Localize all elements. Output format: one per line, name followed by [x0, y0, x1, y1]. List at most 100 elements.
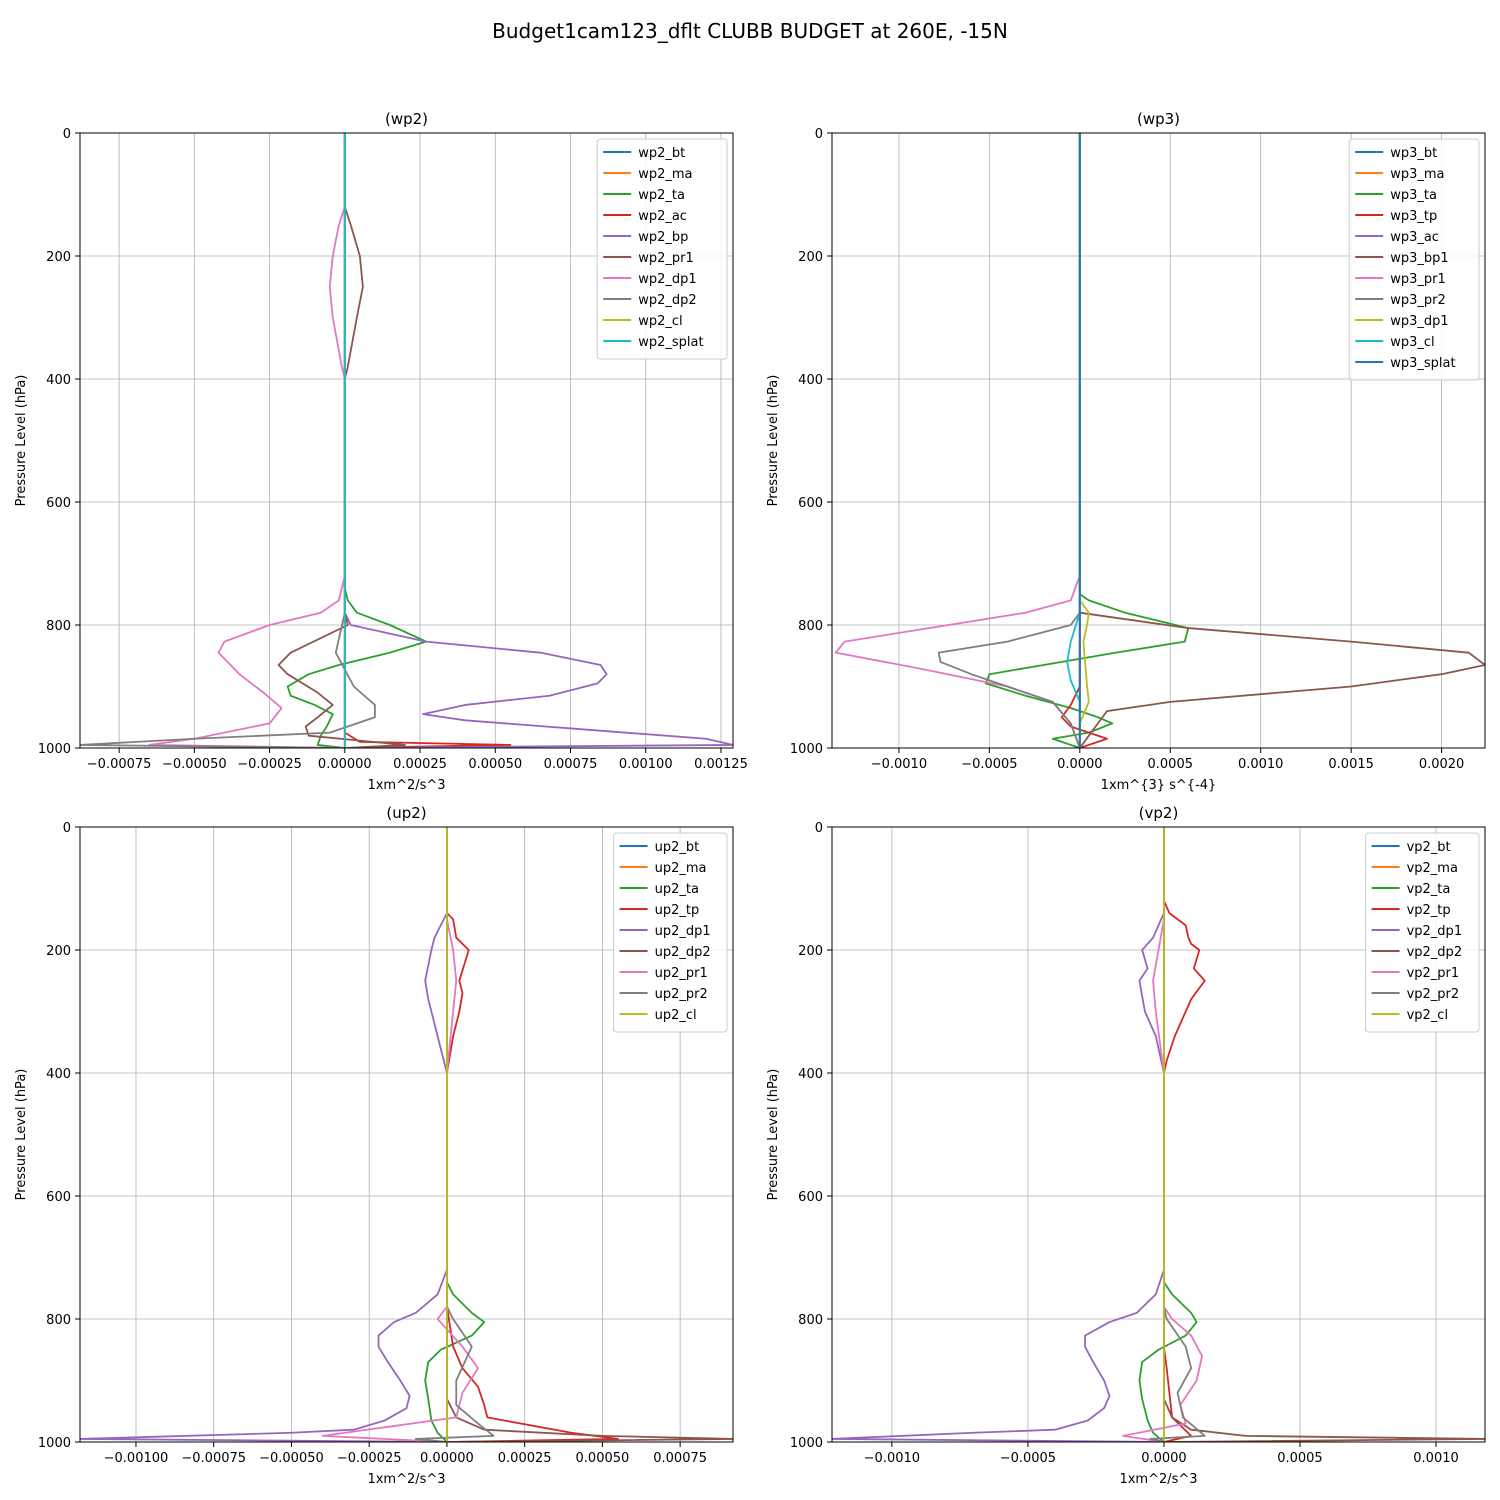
- x-tick-label: 0.00000: [318, 757, 372, 772]
- series-line-wp2_pr1: [277, 133, 406, 748]
- legend-label-up2_pr1: up2_pr1: [655, 966, 708, 981]
- legend-label-wp2_bp: wp2_bp: [638, 230, 688, 245]
- series-line-wp3_pr2: [937, 133, 1081, 748]
- legend: up2_bt up2_ma up2_ta up2_tp up2_dp1 up2_dp2up…: [613, 832, 728, 1033]
- y-tick-label: 0: [815, 821, 823, 836]
- y-tick-label: 800: [46, 619, 71, 634]
- x-tick-label: −0.00050: [259, 1451, 324, 1466]
- legend-label-up2_dp1: up2_dp1: [655, 924, 711, 939]
- x-tick-label: 0.0015: [1328, 757, 1374, 772]
- x-tick-label: 0.00075: [544, 757, 598, 772]
- panel-2: −0.00100 −0.00075 −0.00050 −0.00025 0.00000 0…: [14, 804, 734, 1487]
- x-tick-label: −0.0005: [961, 757, 1017, 772]
- series-line-vp2_tp: [1163, 827, 1206, 1442]
- panel-title: (wp2): [385, 110, 428, 128]
- x-tick-label: 0.00125: [694, 757, 748, 772]
- series-line-wp2_dp1: [148, 133, 346, 748]
- legend-label-up2_dp2: up2_dp2: [655, 945, 711, 960]
- x-tick-label: −0.00050: [162, 757, 227, 772]
- y-tick-label: 200: [798, 250, 823, 265]
- panel-title: (wp3): [1137, 110, 1180, 128]
- series-line-wp3_dp1: [1078, 133, 1090, 748]
- legend-label-vp2_tp: vp2_tp: [1407, 903, 1451, 918]
- legend-label-up2_cl: up2_cl: [655, 1008, 697, 1023]
- axes-frame: [831, 132, 1486, 749]
- x-tick-label: −0.0010: [871, 757, 927, 772]
- legend-label-wp3_ma: wp3_ma: [1390, 167, 1444, 182]
- x-tick-label: 0.0005: [1148, 757, 1194, 772]
- x-tick-label: −0.00025: [337, 1451, 402, 1466]
- y-tick-label: 400: [798, 1067, 823, 1082]
- legend-label-wp3_dp1: wp3_dp1: [1390, 314, 1448, 329]
- y-tick-label: 1000: [790, 1436, 823, 1451]
- legend-label-vp2_ma: vp2_ma: [1407, 861, 1458, 876]
- x-tick-label: −0.00025: [237, 757, 302, 772]
- y-axis-label: Pressure Level (hPa): [14, 1069, 29, 1201]
- x-tick-label: 0.0000: [1057, 757, 1103, 772]
- panel-title: (up2): [386, 804, 426, 822]
- x-tick-label: −0.00075: [87, 757, 152, 772]
- x-tick-label: 0.00075: [653, 1451, 707, 1466]
- x-tick-label: 0.00050: [576, 1451, 630, 1466]
- x-tick-label: 0.0000: [1141, 1451, 1187, 1466]
- y-tick-label: 400: [46, 1067, 71, 1082]
- series-line-wp3_ta: [984, 133, 1190, 748]
- x-tick-label: 0.00000: [420, 1451, 474, 1466]
- series-line-wp3_bp1: [1078, 133, 1485, 748]
- x-tick-label: 0.0010: [1238, 757, 1284, 772]
- x-tick-label: 0.00100: [619, 757, 673, 772]
- axes-frame: [79, 826, 734, 1443]
- legend-label-wp3_bp1: wp3_bp1: [1390, 251, 1448, 266]
- y-tick-label: 1000: [38, 742, 71, 757]
- y-tick-label: 600: [46, 1190, 71, 1205]
- legend-label-vp2_dp2: vp2_dp2: [1407, 945, 1463, 960]
- legend-label-up2_pr2: up2_pr2: [655, 987, 708, 1002]
- figure-title: Budget1cam123_dflt CLUBB BUDGET at 260E,…: [492, 19, 1008, 43]
- y-tick-label: 600: [798, 1190, 823, 1205]
- y-tick-label: 600: [46, 496, 71, 511]
- x-tick-label: 0.0005: [1277, 1451, 1323, 1466]
- x-axis-label: 1xm^2/s^3: [367, 778, 445, 793]
- legend: vp2_bt vp2_ma vp2_ta vp2_tp vp2_dp1 vp2_dp2vp…: [1365, 832, 1480, 1033]
- y-tick-label: 200: [46, 944, 71, 959]
- legend-label-wp2_cl: wp2_cl: [638, 314, 682, 329]
- y-axis-label: Pressure Level (hPa): [14, 375, 29, 507]
- series-line-wp2_dp2: [80, 133, 376, 748]
- series-line-up2_pr2: [414, 827, 495, 1442]
- series-group: [80, 133, 733, 748]
- legend-label-wp2_ac: wp2_ac: [638, 209, 687, 224]
- x-tick-label: 0.00050: [468, 757, 522, 772]
- x-tick-label: −0.0005: [1000, 1451, 1056, 1466]
- x-tick-label: −0.0010: [864, 1451, 920, 1466]
- series-group: [832, 827, 1485, 1442]
- y-tick-label: 0: [63, 127, 71, 142]
- series-line-up2_pr1: [321, 827, 479, 1442]
- panel-1: −0.0010 −0.0005 0.0000 0.0005 0.0010 0.0015 0.…: [766, 110, 1486, 793]
- series-group: [834, 133, 1485, 748]
- y-tick-label: 800: [46, 1313, 71, 1328]
- y-tick-label: 0: [815, 127, 823, 142]
- legend-label-wp3_pr2: wp3_pr2: [1390, 293, 1446, 308]
- legend-label-vp2_pr2: vp2_pr2: [1407, 987, 1460, 1002]
- legend-label-wp2_ma: wp2_ma: [638, 167, 692, 182]
- legend-label-wp3_bt: wp3_bt: [1390, 146, 1437, 161]
- legend-box: [1365, 832, 1480, 1033]
- series-line-up2_dp1: [80, 827, 448, 1442]
- series-line-vp2_ta: [1138, 827, 1198, 1442]
- panel-3: −0.0010 −0.0005 0.0000 0.0005 0.0010 0 200 400 6…: [766, 804, 1486, 1487]
- y-tick-label: 800: [798, 619, 823, 634]
- y-tick-label: 0: [63, 821, 71, 836]
- legend-label-wp3_cl: wp3_cl: [1390, 335, 1434, 350]
- x-tick-label: 0.00025: [393, 757, 447, 772]
- series-line-wp2_bp: [343, 133, 733, 748]
- legend-label-up2_ma: up2_ma: [655, 861, 707, 876]
- series-line-wp2_ta: [286, 133, 427, 748]
- y-tick-label: 1000: [38, 1436, 71, 1451]
- legend-label-wp3_ta: wp3_ta: [1390, 188, 1437, 203]
- y-axis-label: Pressure Level (hPa): [766, 1069, 781, 1201]
- y-tick-label: 400: [46, 373, 71, 388]
- y-tick-label: 200: [798, 944, 823, 959]
- x-axis-label: 1xm^2/s^3: [367, 1472, 445, 1487]
- x-tick-label: 0.0010: [1413, 1451, 1459, 1466]
- y-tick-label: 200: [46, 250, 71, 265]
